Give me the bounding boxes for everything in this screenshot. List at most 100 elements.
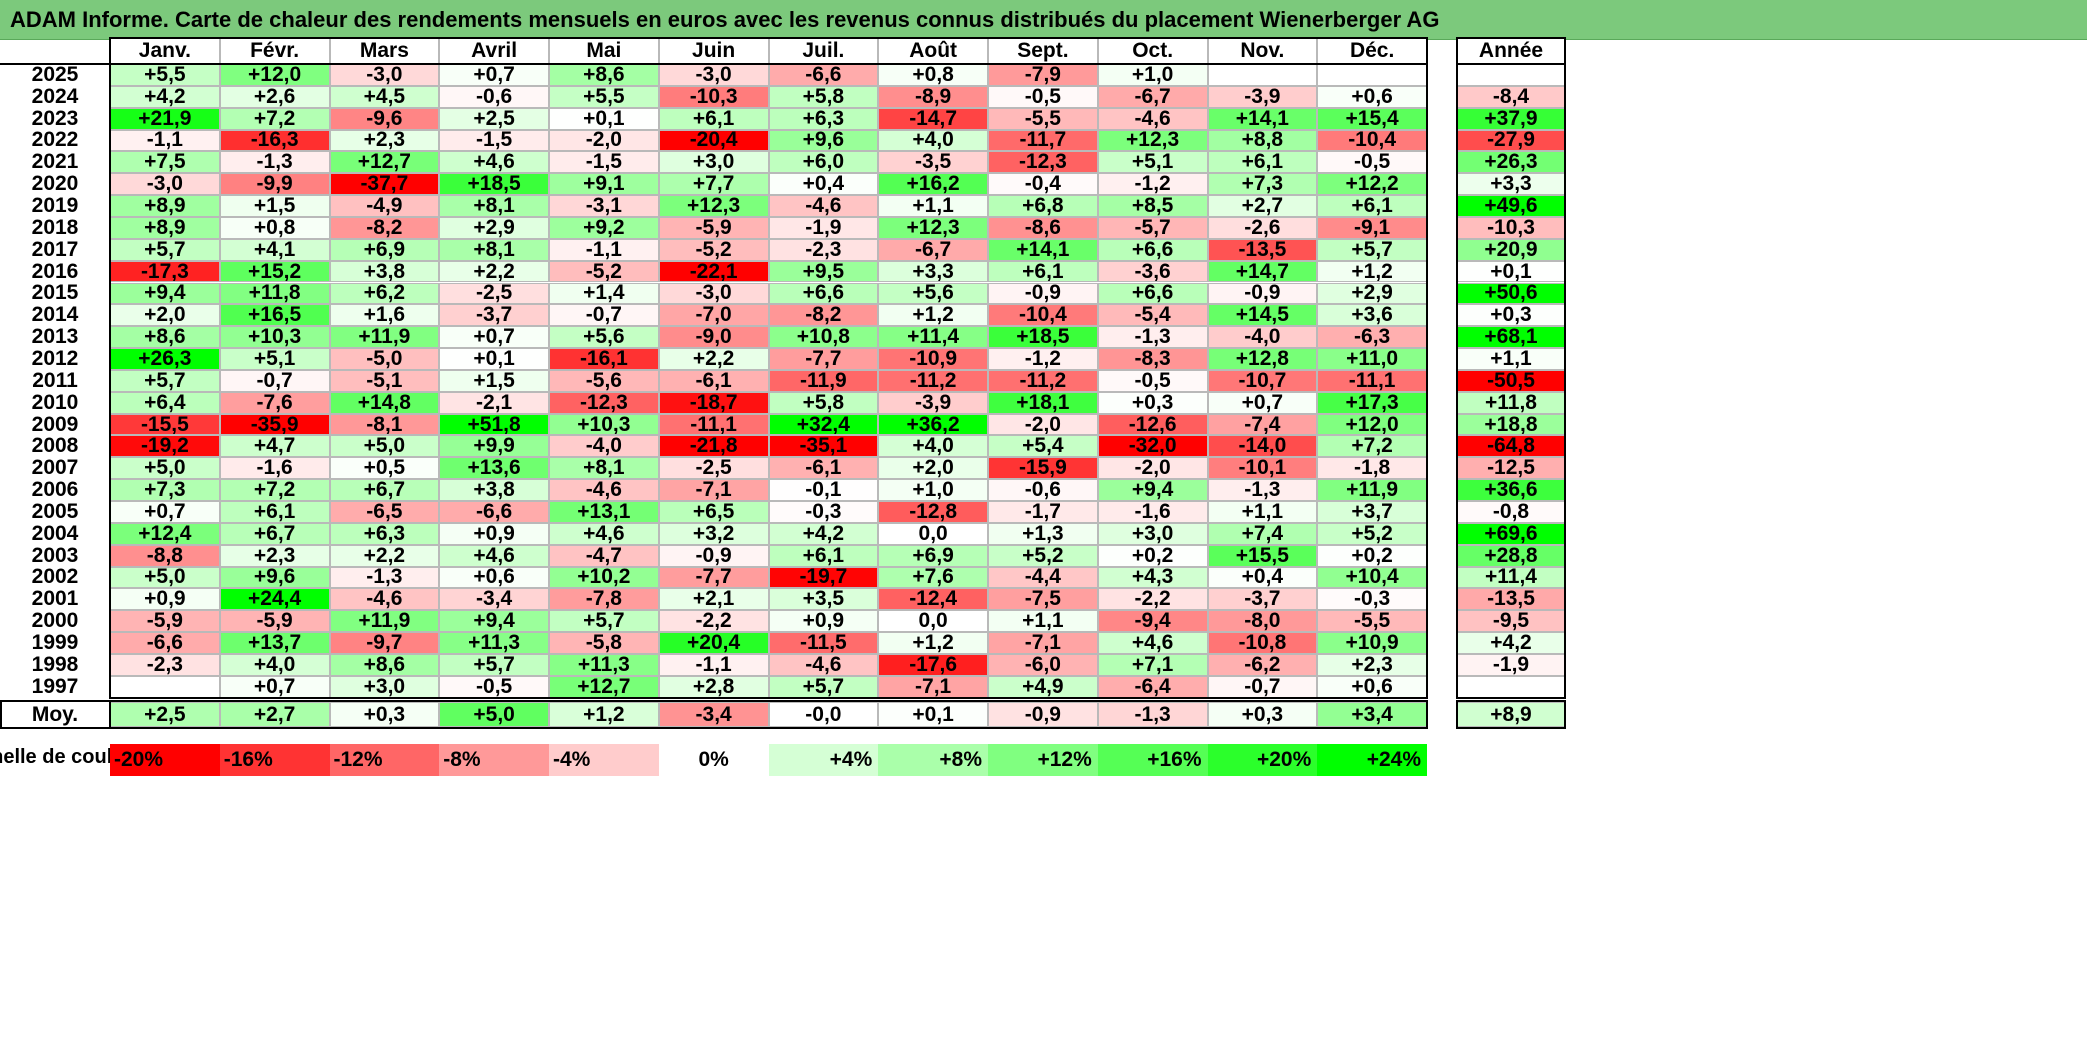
- heatmap-cell: -1,3: [219, 151, 330, 174]
- heatmap-cell: +4,1: [219, 238, 330, 261]
- heatmap-cell: +0,7: [439, 326, 549, 349]
- heatmap-cell: -11,9: [768, 369, 879, 392]
- heatmap-cell: +1,1: [878, 195, 988, 217]
- heatmap-cell: +6,1: [219, 501, 330, 523]
- heatmap-cell: -7,1: [658, 479, 769, 501]
- annual-cell: +20,9: [1457, 238, 1565, 261]
- heatmap-cell: -3,7: [439, 304, 549, 327]
- heatmap-cell: +0,5: [329, 457, 440, 480]
- heatmap-cell: +16,5: [219, 304, 330, 327]
- color-scale-swatch: +12%: [988, 744, 1098, 776]
- average-cell: +0,3: [1207, 702, 1318, 727]
- heatmap-cell: -6,2: [1207, 653, 1318, 676]
- heatmap-cell: +12,4: [110, 522, 220, 545]
- heatmap-cell: +4,2: [110, 85, 220, 108]
- heatmap-cell: +7,7: [658, 173, 769, 196]
- heatmap-cell: +11,3: [439, 632, 549, 654]
- heatmap-cell: +3,3: [878, 260, 988, 283]
- heatmap-cell: +2,9: [1317, 282, 1427, 305]
- row-year-label: 1998: [0, 653, 110, 676]
- heatmap-cell: -1,1: [110, 129, 220, 152]
- heatmap-cell: -3,9: [1207, 85, 1318, 108]
- heatmap-cell: -5,4: [1097, 304, 1208, 327]
- row-year-label: 2000: [0, 610, 110, 633]
- heatmap-cell: -7,7: [658, 566, 769, 589]
- heatmap-cell: +8,1: [439, 195, 549, 217]
- heatmap-cell: +3,0: [329, 675, 440, 698]
- heatmap-cell: -3,7: [1207, 588, 1318, 611]
- annual-cell: +37,9: [1457, 107, 1565, 130]
- heatmap-cell: -5,0: [329, 348, 440, 370]
- heatmap-cell: +1,1: [988, 610, 1098, 633]
- heatmap-cell: +15,2: [219, 260, 330, 283]
- heatmap-cell: +32,4: [768, 413, 879, 436]
- heatmap-cell: -17,6: [878, 653, 988, 676]
- annual-cell: +11,4: [1457, 566, 1565, 589]
- heatmap-cell: +7,4: [1207, 522, 1318, 545]
- heatmap-cell: -1,2: [988, 348, 1098, 370]
- heatmap-cell: -6,5: [329, 501, 440, 523]
- heatmap-cell: +6,1: [658, 107, 769, 130]
- heatmap-cell: +5,7: [110, 369, 220, 392]
- heatmap-cell: +9,4: [439, 610, 549, 633]
- heatmap-cell: +14,1: [1207, 107, 1318, 130]
- heatmap-cell: -11,1: [1317, 369, 1427, 392]
- color-scale-swatch: +4%: [768, 744, 879, 776]
- heatmap-cell: +51,8: [439, 413, 549, 436]
- heatmap-cell: -8,6: [988, 216, 1098, 239]
- heatmap-cell: +3,0: [658, 151, 769, 174]
- average-cell: -0,0: [768, 702, 879, 727]
- heatmap-cell: -5,9: [110, 610, 220, 633]
- heatmap-cell: -3,0: [658, 282, 769, 305]
- header-rule: [0, 63, 1427, 65]
- heatmap-cell: +6,9: [878, 544, 988, 567]
- annual-cell: +0,1: [1457, 260, 1565, 283]
- heatmap-cell: +2,3: [329, 129, 440, 152]
- heatmap-cell: +17,3: [1317, 391, 1427, 414]
- heatmap-cell: +0,2: [1317, 544, 1427, 567]
- heatmap-cell: [1317, 64, 1427, 86]
- annual-cell: -12,5: [1457, 457, 1565, 480]
- heatmap-cell: +11,0: [1317, 348, 1427, 370]
- heatmap-cell: +8,6: [110, 326, 220, 349]
- heatmap-cell: +0,1: [549, 107, 659, 130]
- heatmap-cell: -22,1: [658, 260, 769, 283]
- heatmap-cell: -12,4: [878, 588, 988, 611]
- heatmap-cell: -3,0: [110, 173, 220, 196]
- heatmap-cell: -35,1: [768, 435, 879, 458]
- heatmap-cell: -12,3: [988, 151, 1098, 174]
- heatmap-cell: +7,6: [878, 566, 988, 589]
- heatmap-cell: +2,3: [1317, 653, 1427, 676]
- heatmap-cell: -4,0: [1207, 326, 1318, 349]
- heatmap-cell: +5,0: [329, 435, 440, 458]
- heatmap-cell: -8,3: [1097, 348, 1208, 370]
- average-annual-cell: +8,9: [1457, 702, 1565, 727]
- color-scale-swatch: -16%: [219, 744, 330, 776]
- heatmap-cell: -2,3: [110, 653, 220, 676]
- heatmap-cell: +10,8: [768, 326, 879, 349]
- heatmap-cell: +7,3: [1207, 173, 1318, 196]
- heatmap-cell: -3,9: [878, 391, 988, 414]
- heatmap-cell: +9,4: [110, 282, 220, 305]
- heatmap-cell: -10,9: [878, 348, 988, 370]
- heatmap-cell: +12,0: [1317, 413, 1427, 436]
- month-header: Août: [878, 38, 988, 64]
- heatmap-cell: +0,7: [439, 64, 549, 86]
- heatmap-cell: -11,1: [658, 413, 769, 436]
- heatmap-cell: -21,8: [658, 435, 769, 458]
- average-cell: +5,0: [439, 702, 549, 727]
- heatmap-cell: -5,9: [219, 610, 330, 633]
- heatmap-cell: -0,5: [439, 675, 549, 698]
- heatmap-cell: -7,9: [988, 64, 1098, 86]
- heatmap-cell: +5,7: [439, 653, 549, 676]
- row-year-label: 2012: [0, 348, 110, 370]
- heatmap-cell: +4,6: [439, 151, 549, 174]
- heatmap-cell: -9,1: [1317, 216, 1427, 239]
- annual-cell: +3,3: [1457, 173, 1565, 196]
- heatmap-cell: +12,3: [1097, 129, 1208, 152]
- heatmap-cell: +11,8: [219, 282, 330, 305]
- heatmap-cell: +11,4: [878, 326, 988, 349]
- heatmap-cell: +0,4: [1207, 566, 1318, 589]
- year-header: Année: [1457, 38, 1565, 64]
- heatmap-cell: -32,0: [1097, 435, 1208, 458]
